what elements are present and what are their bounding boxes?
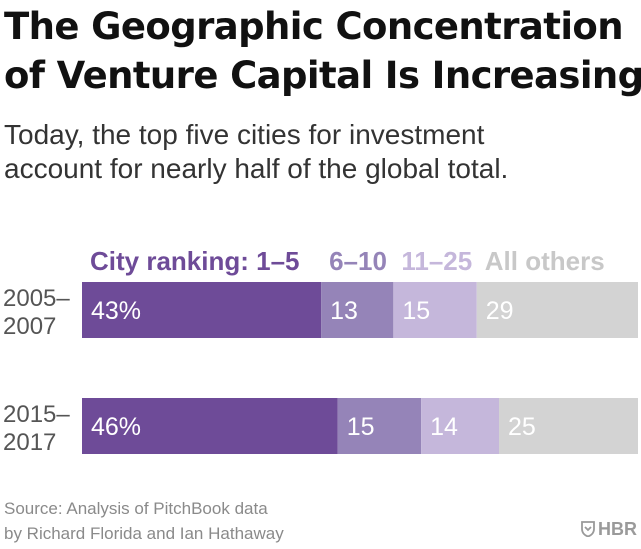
chart-subtitle-line: account for nearly half of the global to… <box>4 153 509 184</box>
data-label: 29 <box>486 297 514 325</box>
source-line: by Richard Florida and Ian Hathaway <box>4 524 284 543</box>
source-note: Source: Analysis of PitchBook data by Ri… <box>4 496 284 546</box>
bar-segment <box>82 398 338 454</box>
legend-item: 11–25 <box>401 246 472 276</box>
chart-title-line: of Venture Capital Is Increasing <box>4 54 641 97</box>
category-label: 2005– <box>3 285 70 312</box>
data-label: 15 <box>402 297 430 325</box>
chart-title: The Geographic Concentration of Venture … <box>4 2 641 100</box>
data-label: 43% <box>91 297 141 325</box>
hbr-shield-icon <box>581 521 595 537</box>
data-label: 46% <box>91 413 141 441</box>
hbr-logo: HBR <box>581 518 637 540</box>
bar-segment <box>337 398 422 454</box>
bar-segment <box>499 398 638 454</box>
chart-title-line: The Geographic Concentration <box>4 5 624 48</box>
category-label: 2007 <box>3 313 56 340</box>
legend-item: All others <box>485 246 605 276</box>
data-label: 13 <box>330 297 358 325</box>
legend-item: City ranking: 1–5 <box>90 246 300 276</box>
data-label: 14 <box>430 413 458 441</box>
stacked-bar-chart: 43% 13 15 29 2005–2007 46% 15 14 25 2015–2017 City… <box>3 246 638 456</box>
chart-subtitle: Today, the top five cities for investmen… <box>4 118 640 186</box>
bar-segment <box>321 282 394 338</box>
chart-subtitle-line: Today, the top five cities for investmen… <box>4 119 485 150</box>
bar-segment <box>421 398 499 454</box>
data-label: 25 <box>508 413 536 441</box>
hbr-logo-text: HBR <box>598 519 637 539</box>
data-label: 15 <box>347 413 375 441</box>
category-label: 2015– <box>3 401 70 428</box>
bar-segment <box>476 282 638 338</box>
bar-segment <box>82 282 322 338</box>
bar-segment <box>393 282 477 338</box>
source-line: Source: Analysis of PitchBook data <box>4 499 268 518</box>
category-label: 2017 <box>3 429 56 456</box>
legend-item: 6–10 <box>329 246 387 276</box>
